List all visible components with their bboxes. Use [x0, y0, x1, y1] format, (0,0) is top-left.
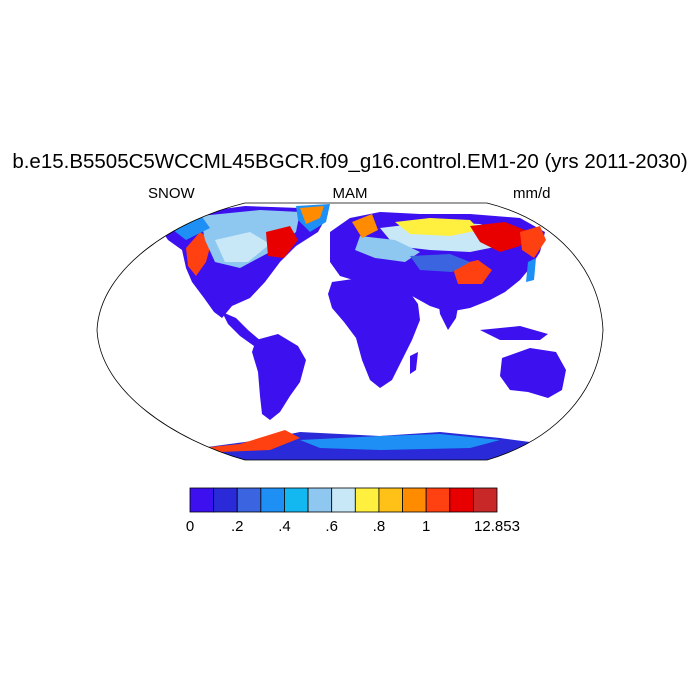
land-fields [100, 204, 600, 460]
colorbar-box [260, 487, 285, 513]
season-label: MAM [332, 185, 368, 202]
colorbar-box [378, 487, 403, 513]
central-asia-snow [410, 254, 470, 272]
colorbar-tick-label: 12.853 [474, 518, 520, 535]
central-america-land [222, 312, 262, 346]
australia-land [500, 348, 566, 398]
colorbar-tick-label: .6 [325, 518, 338, 535]
colorbar-box [402, 487, 427, 513]
colorbar-box [449, 487, 474, 513]
colorbar-tick-label: .2 [231, 518, 244, 535]
eastern-canada-snow [266, 226, 298, 258]
greenland-snow-high [300, 206, 324, 224]
variable-label: SNOW [148, 185, 195, 202]
colorbar-labels: 0 .2 .4 .6 .8 1 12.853 [186, 518, 520, 535]
africa-land [328, 278, 420, 388]
kamchatka-snow [520, 226, 546, 258]
antarctica-coast-snow [300, 434, 500, 450]
colorbar-box [284, 487, 309, 513]
siberia-snow-high [470, 222, 530, 252]
colorbar-box [307, 487, 333, 513]
colorbar-box [236, 487, 262, 513]
colorbar-box [213, 487, 238, 513]
eurasia-snow-yellow [395, 218, 480, 236]
north-america-snow-high [186, 232, 212, 276]
map-outline [96, 202, 604, 461]
south-america-land [252, 334, 306, 420]
colorbar-box [425, 487, 451, 513]
japan-land [526, 258, 536, 282]
antarctic-peninsula-snow [200, 430, 300, 452]
units-label: mm/d [513, 185, 551, 202]
madagascar-land [410, 352, 418, 374]
colorbar-tick-label: .8 [373, 518, 386, 535]
colorbar-boxes [189, 487, 498, 513]
scandinavia-snow [352, 214, 378, 238]
colorbar-tick-label: 1 [422, 518, 430, 535]
canada-arctic-snow [168, 214, 210, 240]
north-america-snow-light [215, 232, 270, 262]
colorbar-tick-label: .4 [278, 518, 291, 535]
colorbar-box [331, 487, 356, 513]
colorbar-box [189, 487, 215, 513]
eurasia-snow-medium [355, 236, 420, 262]
colorbar-box [472, 487, 498, 513]
plot-title: b.e15.B5505C5WCCML45BGCR.f09_g16.control… [12, 150, 688, 173]
indonesia-land [480, 326, 548, 340]
colorbar-tick-label: 0 [186, 518, 194, 535]
colorbar-box [354, 487, 380, 513]
india-land [438, 296, 460, 330]
